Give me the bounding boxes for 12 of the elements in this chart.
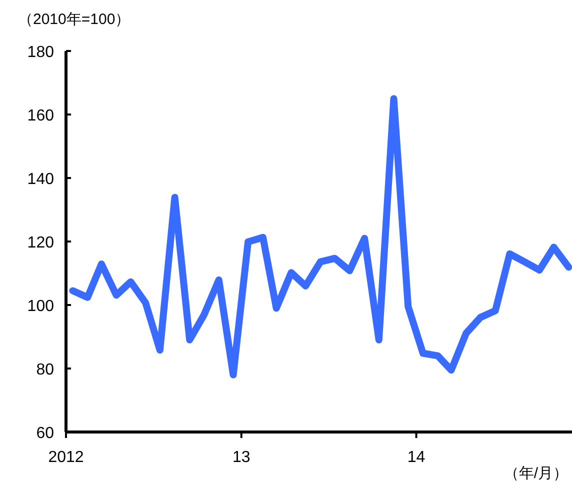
x-tick-label: 13 xyxy=(232,449,250,466)
y-tick-label: 100 xyxy=(27,298,54,315)
y-tick-label: 180 xyxy=(27,44,54,61)
y-tick-label: 120 xyxy=(27,234,54,252)
x-axis-title: （年/月） xyxy=(504,465,568,482)
x-tick-label: 14 xyxy=(407,449,426,466)
y-tick-label: 80 xyxy=(36,362,54,378)
y-tick-label: 60 xyxy=(36,425,54,442)
y-axis-title: （2010年=100） xyxy=(18,11,130,28)
x-tick-label: 2012 xyxy=(48,449,84,466)
y-tick-label: 140 xyxy=(27,171,54,188)
y-tick-label: 160 xyxy=(27,108,54,124)
